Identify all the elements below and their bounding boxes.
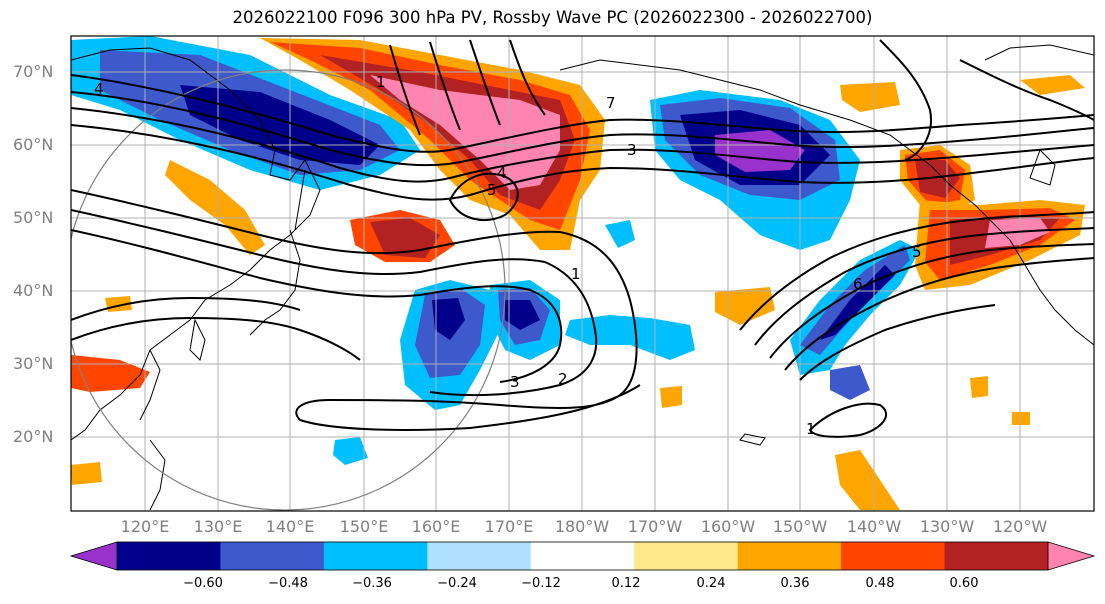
contour-label: 1 bbox=[376, 73, 386, 91]
colorbar-tick-label: −0.24 bbox=[437, 576, 477, 591]
map-frame bbox=[70, 35, 1095, 512]
contour-label: 1 bbox=[806, 420, 816, 438]
lat-label-20n: 20°N bbox=[13, 427, 54, 446]
pv-shading bbox=[71, 36, 1085, 510]
lat-label-70n: 70°N bbox=[13, 62, 54, 81]
colorbar-tick-label: 0.60 bbox=[949, 576, 979, 591]
lat-label-30n: 30°N bbox=[13, 354, 54, 373]
colorbar-tick-label: 0.36 bbox=[780, 576, 810, 591]
graticule bbox=[71, 36, 1094, 511]
domain-circle bbox=[71, 69, 506, 511]
colorbar-tick-label: 0.24 bbox=[696, 576, 726, 591]
lon-label-170e: 170°E bbox=[484, 517, 534, 536]
contour-label: 3 bbox=[627, 141, 637, 159]
lon-label-150e: 150°E bbox=[339, 517, 389, 536]
colorbar-swatch bbox=[737, 542, 842, 570]
colorbar-tick-label: −0.60 bbox=[183, 576, 223, 591]
colorbar-tick-label: 0.12 bbox=[611, 576, 641, 591]
colorbar-extend-max bbox=[1048, 542, 1094, 570]
colorbar-tick-label: −0.48 bbox=[268, 576, 308, 591]
lon-label-120w: 120°W bbox=[992, 517, 1048, 536]
contour-label: 5 bbox=[487, 181, 497, 199]
colorbar-swatch bbox=[220, 542, 325, 570]
lon-label-180w: 180°W bbox=[554, 517, 610, 536]
contour-label: 3 bbox=[510, 373, 520, 391]
contour-label: 4 bbox=[497, 164, 507, 182]
contour-label: 7 bbox=[606, 94, 616, 112]
colorbar-swatch bbox=[427, 542, 532, 570]
lon-label-150w: 150°W bbox=[772, 517, 828, 536]
contour-label: 6 bbox=[853, 275, 863, 293]
colorbar-swatch bbox=[530, 542, 635, 570]
contour-label: 1 bbox=[571, 265, 581, 283]
colorbar-swatch bbox=[323, 542, 428, 570]
contour-label: 4 bbox=[94, 80, 104, 98]
positive-anomaly-east bbox=[900, 145, 1085, 290]
colorbar-tick-label: −0.12 bbox=[521, 576, 561, 591]
lat-label-60n: 60°N bbox=[13, 135, 54, 154]
negative-anomaly-east-central bbox=[790, 240, 920, 400]
colorbar-extend-min bbox=[71, 542, 117, 570]
lon-label-160e: 160°E bbox=[411, 517, 461, 536]
map-title: 2026022100 F096 300 hPa PV, Rossby Wave … bbox=[232, 8, 873, 27]
colorbar bbox=[69, 541, 1096, 571]
colorbar-swatch bbox=[634, 542, 739, 570]
lat-label-40n: 40°N bbox=[13, 281, 54, 300]
lat-label-50n: 50°N bbox=[13, 208, 54, 227]
coastlines bbox=[71, 44, 1094, 511]
lon-label-140e: 140°E bbox=[265, 517, 315, 536]
negative-anomaly-central bbox=[333, 220, 695, 465]
contour-label: 5 bbox=[912, 243, 922, 261]
lon-label-160w: 160°W bbox=[700, 517, 756, 536]
lon-label-130e: 130°E bbox=[193, 517, 243, 536]
negative-anomaly-north-pacific bbox=[650, 90, 860, 250]
colorbar-tick-label: 0.48 bbox=[865, 576, 895, 591]
lon-label-120e: 120°E bbox=[120, 517, 170, 536]
colorbar-swatch bbox=[117, 542, 221, 570]
contour-label: 2 bbox=[558, 370, 568, 388]
colorbar-tick-label: −0.36 bbox=[352, 576, 392, 591]
lon-label-170w: 170°W bbox=[627, 517, 683, 536]
lon-label-140w: 140°W bbox=[846, 517, 902, 536]
pv-contours bbox=[71, 39, 1094, 438]
lon-label-130w: 130°W bbox=[919, 517, 975, 536]
colorbar-swatch bbox=[944, 542, 1049, 570]
colorbar-swatch bbox=[841, 542, 946, 570]
positive-anomaly-small-features bbox=[71, 75, 1085, 510]
